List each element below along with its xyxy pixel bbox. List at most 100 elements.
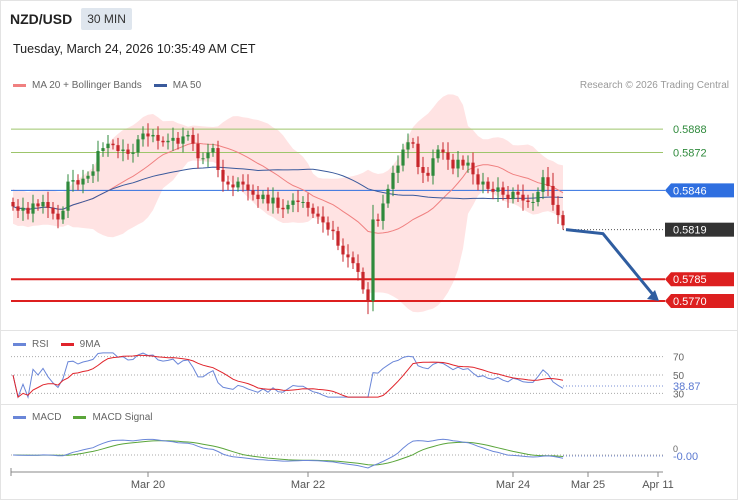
- candle-body: [521, 194, 525, 201]
- price-label-box: [665, 183, 734, 198]
- x-axis-tick-label: Mar 22: [291, 479, 325, 491]
- legend-item-macd: MACD: [13, 412, 61, 423]
- candle-body: [201, 158, 205, 160]
- copyright-label: Research © 2026 Trading Central: [579, 80, 729, 91]
- candle-body: [136, 139, 140, 153]
- rsi-ma-line: [12, 354, 564, 398]
- projection-arrow-line: [565, 228, 657, 299]
- candle-body: [261, 194, 265, 200]
- rsi-line: [12, 352, 564, 399]
- candle-body: [311, 207, 315, 214]
- candle-body: [186, 134, 190, 137]
- legend-swatch-rsi-ma: [60, 343, 74, 346]
- candle-body: [76, 180, 80, 185]
- candle-body: [96, 150, 100, 172]
- candle-body: [306, 201, 310, 208]
- candle-body: [431, 158, 435, 176]
- candle-body: [326, 222, 330, 230]
- timeframe-button[interactable]: 30 MIN: [81, 8, 132, 30]
- candle-body: [471, 162, 475, 175]
- candle-body: [156, 134, 160, 141]
- candle-body: [496, 187, 500, 192]
- candle-body: [391, 172, 395, 189]
- candle-body: [526, 200, 530, 202]
- macd-signal-line: [13, 440, 564, 466]
- legend-swatch-macd-signal: [73, 416, 87, 419]
- candle-body: [381, 203, 385, 221]
- candle-body: [341, 245, 345, 255]
- candle-body: [501, 187, 505, 195]
- pane-separator: [0, 404, 738, 405]
- candle-body: [366, 289, 370, 302]
- legend-label-rsi-ma: 9MA: [79, 339, 101, 350]
- moving-averages: [12, 142, 564, 234]
- candle-body: [216, 148, 220, 170]
- candle-body: [466, 162, 470, 166]
- pane-separator: [0, 330, 738, 331]
- candle-body: [291, 200, 295, 205]
- candle-body: [426, 172, 430, 176]
- candle-body: [321, 216, 325, 223]
- candle-body: [416, 143, 420, 168]
- rsi-current-label: 38.87: [673, 381, 701, 393]
- rsi-level-label: 70: [673, 353, 685, 364]
- candle-body: [251, 190, 255, 195]
- candle-body: [411, 142, 415, 144]
- candle-body: [446, 152, 450, 160]
- candle-body: [436, 149, 440, 159]
- candle-body: [401, 149, 405, 166]
- projection-arrowhead: [647, 290, 659, 302]
- candle-body: [361, 271, 365, 290]
- candle-body: [56, 213, 60, 220]
- candle-body: [226, 181, 230, 185]
- legend-label-ma20: MA 20 + Bollinger Bands: [32, 80, 142, 91]
- legend-swatch-ma50: [153, 84, 167, 87]
- macd-current-label: -0.00: [673, 451, 698, 463]
- candle-body: [396, 165, 400, 173]
- candle-body: [271, 197, 275, 204]
- candle-body: [31, 203, 35, 214]
- candle-body: [376, 219, 380, 221]
- price-labels: 0.5888 0.5872 0.5846 0.5819 0.5785 0.5770: [665, 124, 734, 309]
- candle-body: [166, 140, 170, 143]
- rsi-legend: RSI 9MA: [13, 339, 112, 350]
- candle-body: [131, 152, 135, 154]
- candle-body: [546, 177, 550, 186]
- macd-line: [12, 438, 564, 469]
- candle-body: [181, 136, 185, 144]
- candle-body: [241, 181, 245, 185]
- x-axis-tick-label: Mar 20: [131, 479, 165, 491]
- candle-body: [536, 191, 540, 202]
- candle-body: [161, 140, 165, 143]
- macd-pane: 0-0.00: [11, 438, 698, 469]
- candle-body: [231, 184, 235, 188]
- candle-body: [221, 169, 225, 182]
- legend-item-ma20: MA 20 + Bollinger Bands: [13, 80, 142, 91]
- candle-body: [371, 219, 375, 302]
- candle-body: [506, 194, 510, 200]
- candle-body: [16, 206, 20, 211]
- rsi-level-label: 30: [673, 389, 685, 400]
- chart-header: NZD/USD 30 MIN: [10, 8, 132, 30]
- candles: [11, 123, 565, 315]
- price-label-box: [665, 222, 734, 237]
- price-label: 0.5846: [673, 185, 707, 197]
- candle-body: [86, 175, 90, 179]
- x-axis: Mar 20 Mar 22 Mar 24 Mar 25 Apr 11: [10, 468, 674, 491]
- candle-body: [276, 197, 280, 208]
- candle-body: [316, 213, 320, 217]
- price-levels: [11, 128, 665, 303]
- ma50-line: [12, 166, 564, 211]
- candle-body: [41, 201, 45, 207]
- legend-item-rsi-ma: 9MA: [60, 339, 101, 350]
- candle-body: [61, 210, 65, 220]
- candle-body: [441, 149, 445, 153]
- legend-item-macd-signal: MACD Signal: [73, 412, 152, 423]
- candle-body: [21, 207, 25, 211]
- price-label: 0.5770: [673, 296, 707, 308]
- candle-body: [491, 188, 495, 192]
- legend-label-macd-signal: MACD Signal: [92, 412, 153, 423]
- candle-body: [46, 201, 50, 208]
- candle-body: [176, 137, 180, 144]
